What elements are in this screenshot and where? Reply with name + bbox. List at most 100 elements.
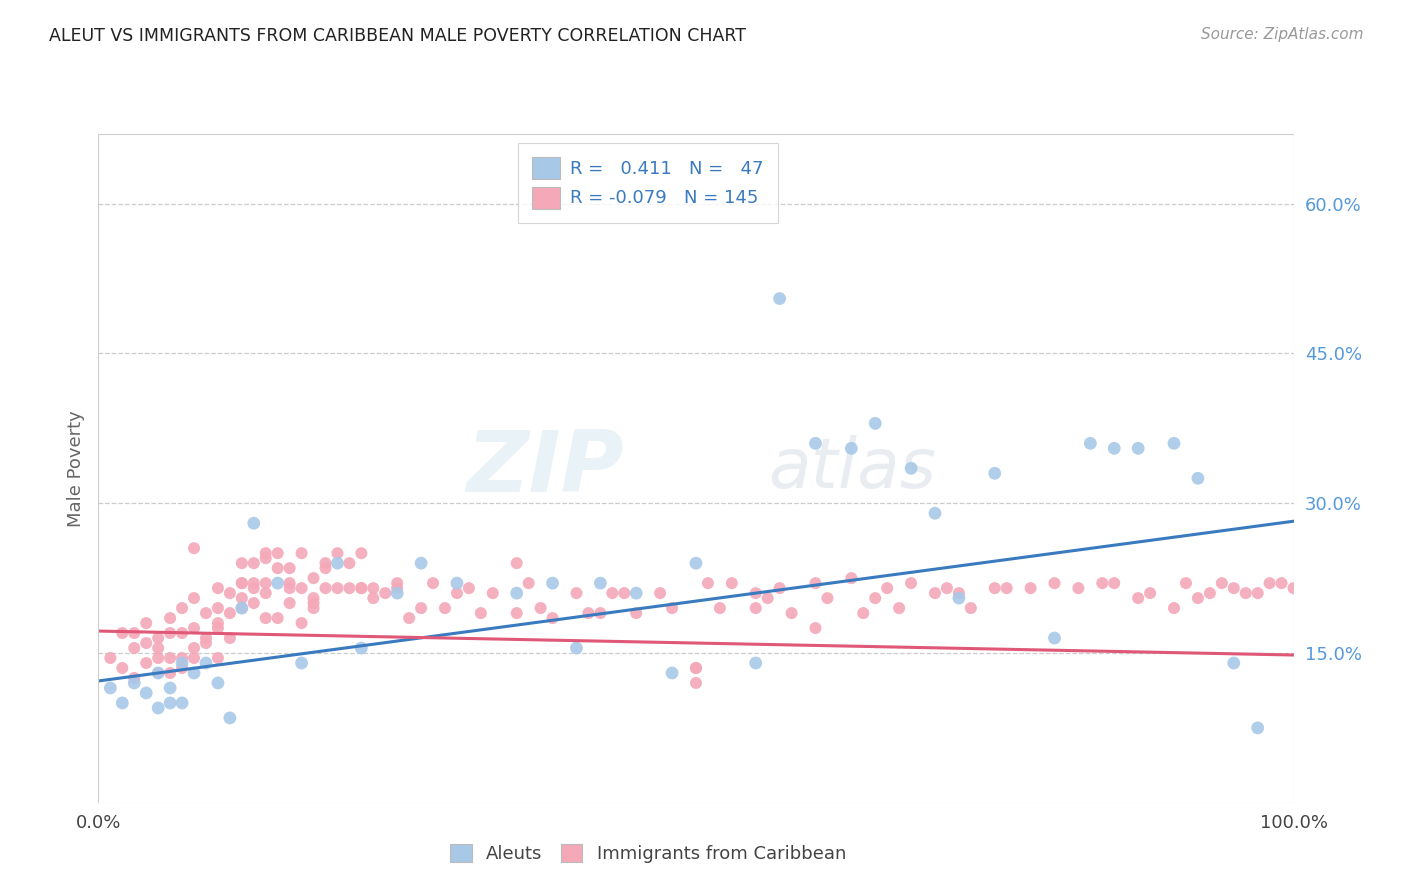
Point (685, 661, 707, 675)
Point (124, 676, 146, 690)
Point (315, 581, 337, 595)
Point (124, 626, 146, 640)
Point (648, 586, 672, 600)
Point (1211, 576, 1233, 591)
Point (458, 581, 481, 595)
Point (183, 665, 205, 680)
Point (1187, 591, 1209, 606)
Point (135, 656, 157, 670)
Point (219, 606, 242, 620)
Point (148, 631, 170, 645)
Point (756, 591, 779, 606)
Point (924, 506, 946, 520)
Point (661, 665, 683, 680)
Point (506, 586, 529, 600)
Point (111, 696, 134, 710)
Point (231, 556, 253, 570)
Point (98, 651, 122, 665)
Point (98, 681, 122, 695)
Point (1080, 436, 1102, 450)
Point (768, 581, 790, 595)
Point (768, 292, 790, 306)
Point (243, 581, 266, 595)
Point (231, 601, 253, 615)
Point (183, 621, 205, 635)
Point (219, 631, 242, 645)
Point (350, 546, 373, 560)
Point (350, 581, 373, 595)
Point (339, 581, 360, 595)
Point (1139, 586, 1161, 600)
Point (159, 665, 181, 680)
Point (804, 576, 827, 591)
Point (172, 651, 194, 665)
Point (709, 601, 731, 615)
Point (900, 461, 922, 475)
Point (863, 417, 887, 431)
Point (231, 591, 253, 606)
Point (291, 546, 314, 560)
Point (576, 606, 599, 620)
Point (254, 586, 277, 600)
Point (148, 640, 170, 655)
Point (159, 611, 181, 625)
Point (207, 616, 229, 631)
Point (1271, 576, 1294, 591)
Point (315, 556, 337, 570)
Point (924, 586, 946, 600)
Point (267, 611, 290, 625)
Point (254, 546, 277, 560)
Point (506, 606, 529, 620)
Point (231, 601, 253, 615)
Point (183, 651, 205, 665)
Point (243, 516, 266, 531)
Point (589, 576, 612, 591)
Point (470, 606, 492, 620)
Point (984, 581, 1007, 595)
Point (159, 626, 181, 640)
Point (302, 596, 325, 610)
Point (135, 636, 157, 650)
Point (363, 581, 385, 595)
Point (194, 636, 218, 650)
Point (529, 601, 551, 615)
Point (350, 581, 373, 595)
Point (243, 596, 266, 610)
Point (780, 606, 803, 620)
Point (721, 576, 744, 591)
Point (602, 586, 624, 600)
Point (231, 576, 253, 591)
Point (804, 436, 827, 450)
Point (207, 601, 229, 615)
Point (626, 586, 648, 600)
Point (900, 576, 922, 591)
Point (565, 640, 588, 655)
Point (422, 576, 444, 591)
Point (254, 611, 277, 625)
Point (231, 576, 253, 591)
Text: ALEUT VS IMMIGRANTS FROM CARIBBEAN MALE POVERTY CORRELATION CHART: ALEUT VS IMMIGRANTS FROM CARIBBEAN MALE … (49, 27, 747, 45)
Point (267, 546, 290, 560)
Point (183, 640, 205, 655)
Point (995, 581, 1018, 595)
Point (302, 601, 325, 615)
Point (148, 651, 170, 665)
Point (745, 601, 768, 615)
Point (254, 576, 277, 591)
Point (984, 467, 1007, 481)
Point (446, 576, 468, 591)
Point (278, 596, 301, 610)
Point (278, 576, 301, 591)
Point (685, 676, 707, 690)
Point (326, 581, 349, 595)
Point (626, 606, 648, 620)
Point (267, 576, 290, 591)
Point (411, 601, 433, 615)
Point (291, 616, 314, 631)
Point (1187, 471, 1209, 485)
Point (948, 586, 970, 600)
Point (1282, 581, 1305, 595)
Text: ZIP: ZIP (467, 426, 624, 510)
Point (411, 556, 433, 570)
Point (124, 640, 146, 655)
